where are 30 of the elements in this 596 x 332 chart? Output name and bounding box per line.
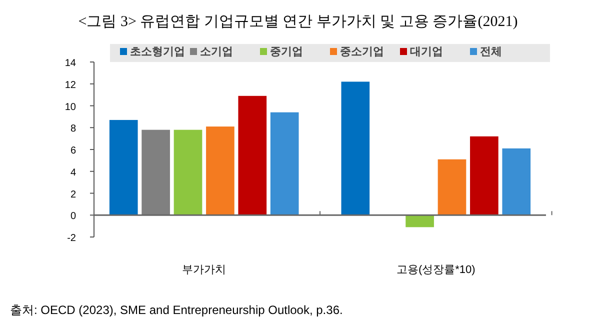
bar [206, 126, 234, 216]
bar [406, 215, 434, 228]
bar [174, 130, 202, 216]
legend-label: 대기업 [410, 46, 443, 58]
y-tick-label: 2 [70, 189, 76, 200]
y-tick-label: 10 [64, 102, 76, 113]
legend-label: 소기업 [200, 46, 233, 58]
y-tick-label: 6 [70, 146, 76, 156]
bar [270, 112, 299, 216]
source-note: 출처: OECD (2023), SME and Entrepreneurship Outlook, p.36. [10, 303, 343, 317]
x-tick-label: 고용(성장률*10) [396, 264, 476, 276]
bar [238, 96, 267, 216]
legend-label: 초소형기업 [130, 46, 185, 58]
bar [470, 136, 498, 216]
y-tick-label: 12 [64, 80, 76, 91]
y-tick-label: -2 [67, 233, 76, 244]
y-tick-label: 8 [70, 124, 76, 135]
y-tick-label: 4 [70, 167, 76, 178]
legend-label: 전체 [480, 46, 502, 58]
y-tick-label: 14 [64, 58, 76, 69]
bar [502, 148, 531, 216]
x-tick-label: 부가가치 [182, 264, 226, 276]
chart-title: <그림 3> 유럽연합 기업규모별 연간 부가가치 및 고용 증가율(2021) [78, 14, 518, 30]
bar [438, 159, 466, 216]
bar [341, 82, 370, 216]
bar [142, 130, 170, 216]
bar [109, 120, 138, 216]
legend-label: 중소기업 [340, 46, 384, 58]
legend-label: 중기업 [270, 46, 303, 58]
y-tick-label: 0 [70, 211, 76, 222]
